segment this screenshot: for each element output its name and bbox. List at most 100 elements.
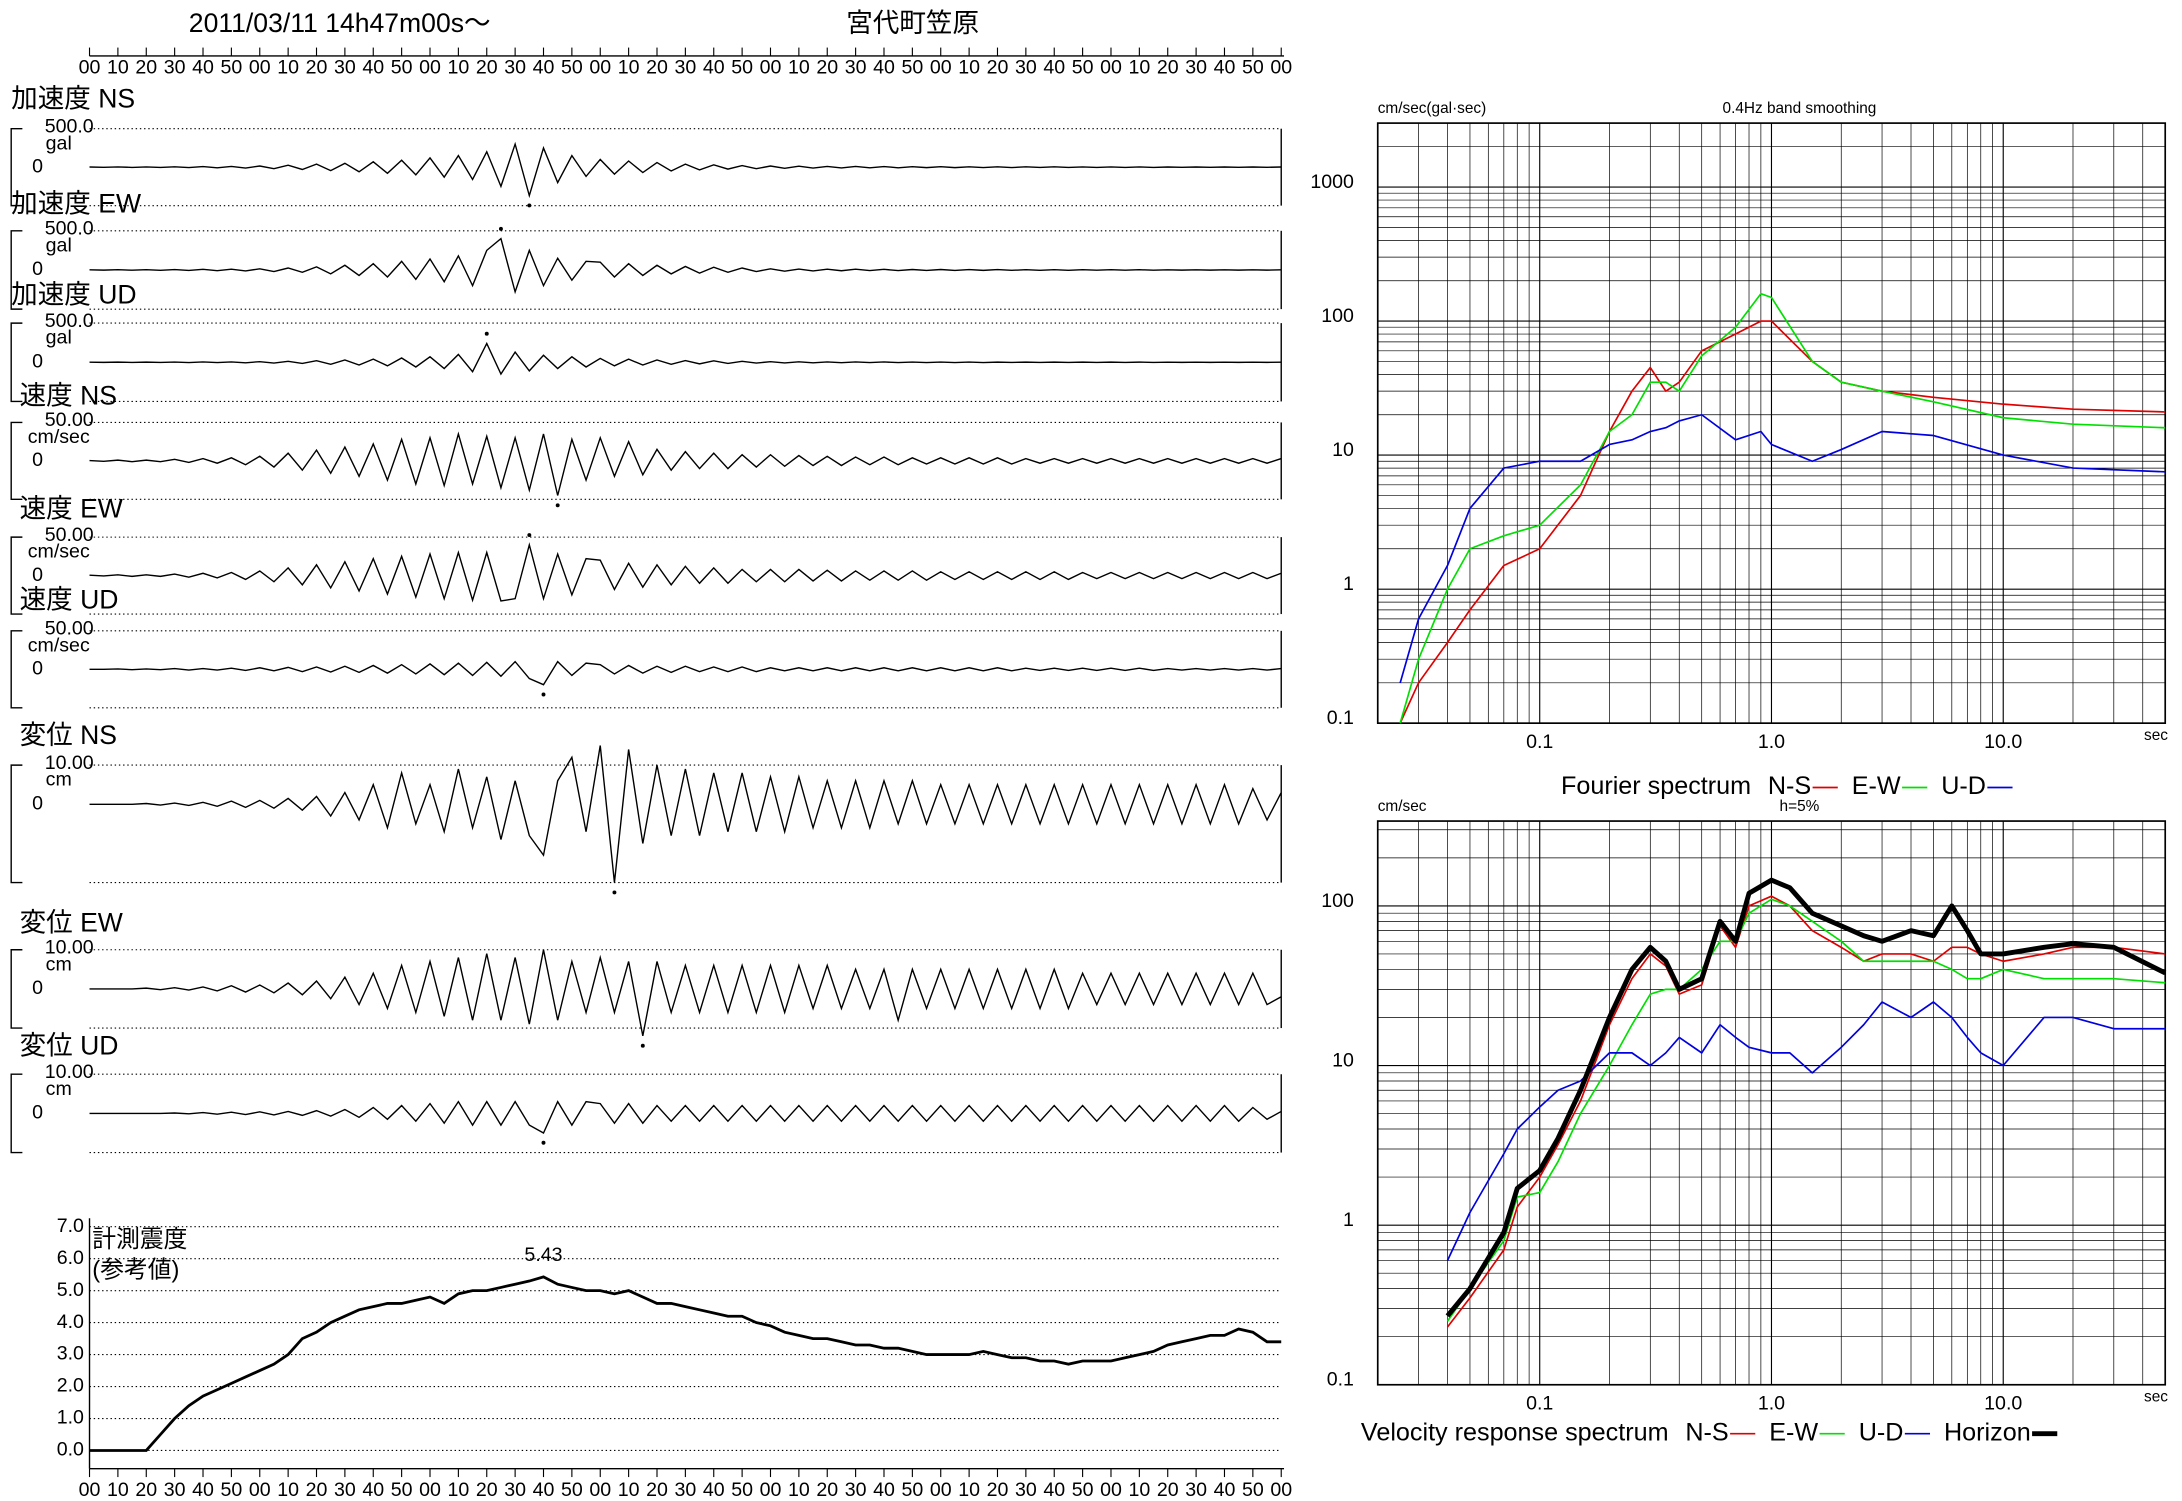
time-tick-label: 50 (1242, 57, 1264, 79)
time-tick-label: 00 (930, 1479, 952, 1501)
y-tick-label: 1 (1343, 1209, 1354, 1231)
legend-label: E-W (1852, 772, 1901, 800)
waveform (89, 949, 1282, 1037)
unit-label: gal (46, 327, 72, 349)
panel-bracket (10, 230, 23, 310)
peak-dot (541, 1140, 546, 1145)
peak-dot (527, 203, 532, 208)
time-tick-label: 00 (249, 57, 271, 79)
panel-title: 速度 UD (20, 584, 119, 614)
y-tick-label: 0 (32, 1102, 43, 1124)
y-tick-label: 0.1 (1327, 707, 1354, 729)
time-tick-label: 10 (447, 1479, 469, 1501)
time-tick-label: 10 (618, 57, 640, 79)
time-tick-label: 30 (1015, 57, 1037, 79)
waveform (89, 1100, 1282, 1134)
spectrum-line (1399, 292, 2166, 724)
y-tick-label: 50.00 (45, 409, 94, 431)
spectrum-line (1446, 898, 2166, 1322)
peak-dot (640, 1043, 645, 1048)
legend-label: U-D (1941, 772, 1986, 800)
unit-label: cm/sec (28, 426, 90, 448)
y-axis-unit: cm/sec (1378, 798, 1427, 815)
time-tick-label: 10 (788, 57, 810, 79)
y-tick-label: 0 (32, 564, 43, 586)
spectrum-line (1399, 413, 2166, 684)
panel-bracket (10, 764, 23, 884)
panel-title: 加速度 NS (11, 84, 135, 114)
time-tick-label: 30 (1185, 1479, 1207, 1501)
time-tick-label: 30 (164, 57, 186, 79)
panel-title: 速度 NS (20, 380, 117, 410)
y-tick-label: 0 (32, 258, 43, 280)
time-tick-label: 50 (731, 57, 753, 79)
x-tick-label: 10.0 (1984, 731, 2022, 753)
time-tick-label: 20 (306, 57, 328, 79)
y-tick-label: 7.0 (57, 1215, 84, 1237)
time-tick-label: 00 (1100, 1479, 1122, 1501)
time-tick-label: 30 (1015, 1479, 1037, 1501)
time-tick-label: 50 (1072, 1479, 1094, 1501)
time-tick-label: 00 (1270, 1479, 1292, 1501)
waveform (89, 745, 1282, 883)
time-tick-label: 50 (901, 57, 923, 79)
legend-label: E-W (1769, 1418, 1818, 1446)
time-tick-label: 20 (1157, 1479, 1179, 1501)
time-tick-label: 20 (306, 1479, 328, 1501)
panel-title: 変位 NS (20, 720, 117, 750)
unit-label: cm (46, 1078, 72, 1100)
time-tick-label: 00 (930, 57, 952, 79)
time-tick-label: 50 (561, 57, 583, 79)
chart-title: 計測震度 (92, 1226, 187, 1253)
time-tick-label: 10 (107, 1479, 129, 1501)
x-axis-unit: sec (2144, 1388, 2168, 1405)
time-tick-label: 10 (1128, 57, 1150, 79)
y-tick-label: 500.0 (45, 218, 94, 240)
time-tick-label: 10 (277, 1479, 299, 1501)
x-tick-label: 0.1 (1526, 731, 1553, 753)
y-tick-label: 1.0 (57, 1407, 84, 1429)
time-tick-label: 40 (873, 57, 895, 79)
time-tick-label: 50 (901, 1479, 923, 1501)
y-tick-label: 10.00 (45, 752, 94, 774)
y-tick-label: 0.1 (1327, 1369, 1354, 1391)
time-tick-label: 30 (674, 57, 696, 79)
chart-subtitle: h=5% (1780, 798, 1820, 815)
time-tick-label: 40 (873, 1479, 895, 1501)
spectrum-line (1399, 320, 2166, 724)
record-datetime: 2011/03/11 14h47m00s～ (189, 8, 491, 38)
waveform (89, 237, 1282, 295)
unit-label: gal (46, 132, 72, 154)
y-tick-label: 0 (32, 155, 43, 177)
time-tick-label: 40 (1214, 57, 1236, 79)
legend-title: Fourier spectrum (1561, 772, 1751, 800)
time-tick-label: 50 (391, 57, 413, 79)
time-tick-label: 40 (703, 1479, 725, 1501)
legend-label: U-D (1859, 1418, 1904, 1446)
y-tick-label: 0 (32, 792, 43, 814)
time-tick-label: 20 (646, 1479, 668, 1501)
y-tick-label: 10 (1332, 1049, 1354, 1071)
panel-bracket (10, 421, 23, 501)
time-tick-label: 30 (845, 57, 867, 79)
plot-frame (1376, 820, 2167, 1386)
waveform (89, 660, 1282, 686)
legend-label: Horizon (1944, 1418, 2031, 1446)
y-tick-label: 1 (1343, 573, 1354, 595)
y-tick-label: 0 (32, 977, 43, 999)
time-tick-label: 20 (135, 57, 157, 79)
time-tick-label: 40 (703, 57, 725, 79)
time-tick-label: 30 (164, 1479, 186, 1501)
x-axis-unit: sec (2144, 727, 2168, 744)
time-tick-label: 00 (1100, 57, 1122, 79)
peak-dot (612, 890, 617, 895)
time-tick-label: 50 (220, 1479, 242, 1501)
panel-title: 変位 UD (20, 1031, 119, 1061)
time-tick-label: 40 (192, 1479, 214, 1501)
plot-frame (1376, 122, 2167, 724)
unit-label: gal (46, 234, 72, 256)
time-tick-label: 10 (958, 57, 980, 79)
